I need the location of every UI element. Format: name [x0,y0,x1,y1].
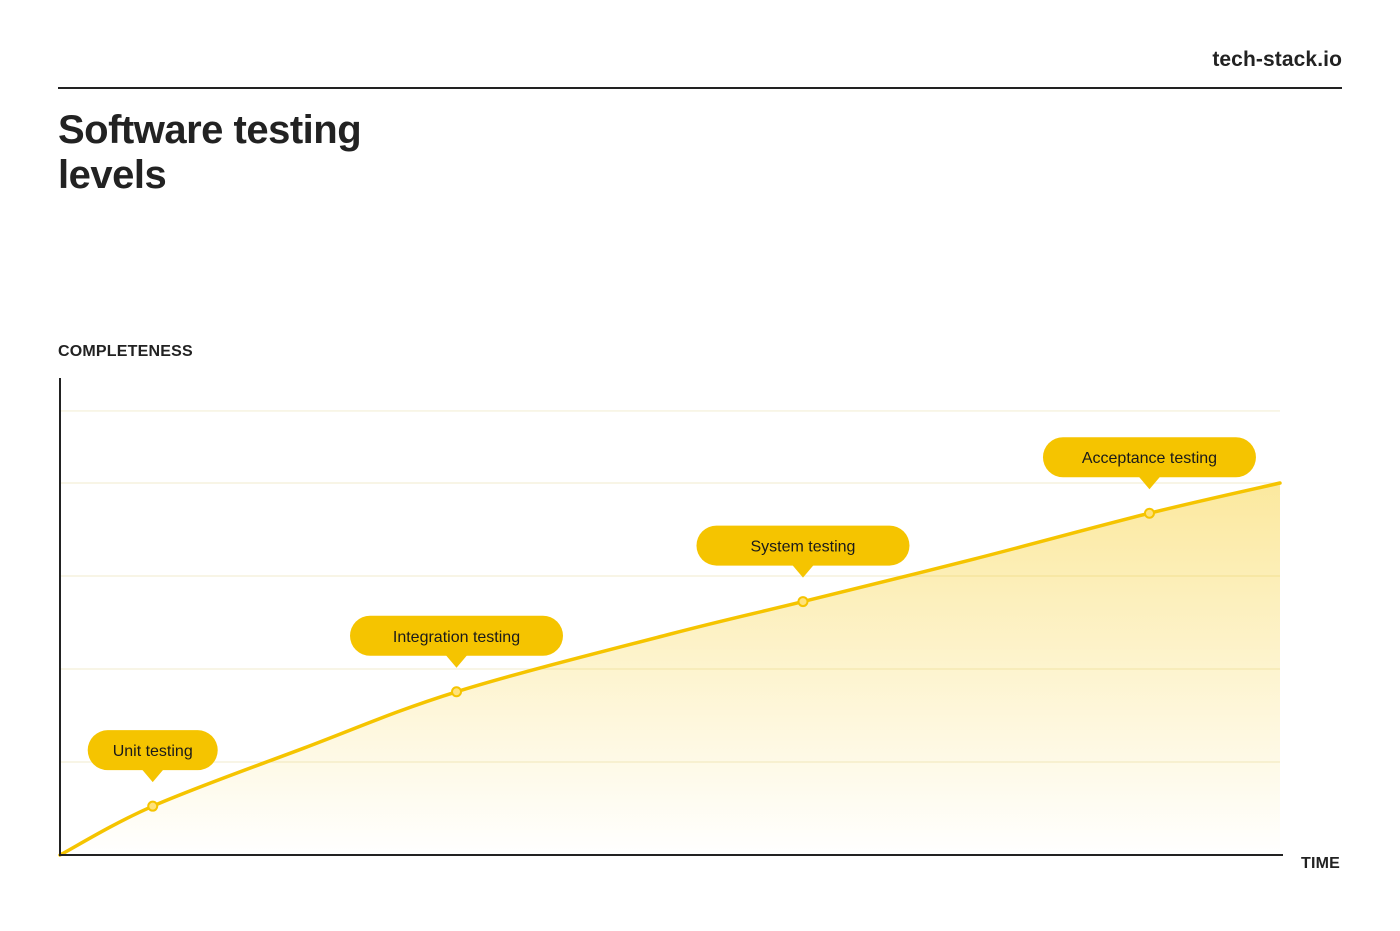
brand-logo-text: tech-stack.io [1212,48,1342,71]
callout-bubble-acceptance-testing [1042,437,1256,478]
callout-pointer-integration-testing [445,654,468,668]
callout-unit-testing: Unit testing [87,730,218,812]
callout-label-system-testing: System testing [751,539,856,556]
page-title-line-2: levels [58,153,167,197]
callout-pointer-unit-testing [141,769,164,783]
callout-label-unit-testing: Unit testing [113,743,193,760]
point-unit-testing [147,800,159,812]
callout-acceptance-testing: Acceptance testing [1042,437,1256,519]
callout-bubble-system-testing [696,525,910,566]
callout-bubble-unit-testing [87,730,218,771]
callout-system-testing: System testing [696,525,910,608]
callout-integration-testing: Integration testing [350,615,563,698]
callout-bubble-integration-testing [350,615,563,656]
point-acceptance-testing [1143,507,1155,519]
area-fill [60,483,1280,855]
y-axis-label: COMPLETENESS [58,343,193,360]
page-title: Software testing levels [58,108,478,198]
x-axis-label: TIME [1301,855,1341,872]
header-divider [58,87,1342,89]
callout-label-integration-testing: Integration testing [393,629,520,646]
completeness-line [58,481,1282,857]
page-title-line-1: Software testing [58,108,362,152]
callout-pointer-system-testing [791,564,814,578]
point-integration-testing [451,686,462,698]
point-system-testing [797,596,809,608]
callout-label-acceptance-testing: Acceptance testing [1082,450,1217,467]
callout-pointer-acceptance-testing [1138,476,1161,490]
